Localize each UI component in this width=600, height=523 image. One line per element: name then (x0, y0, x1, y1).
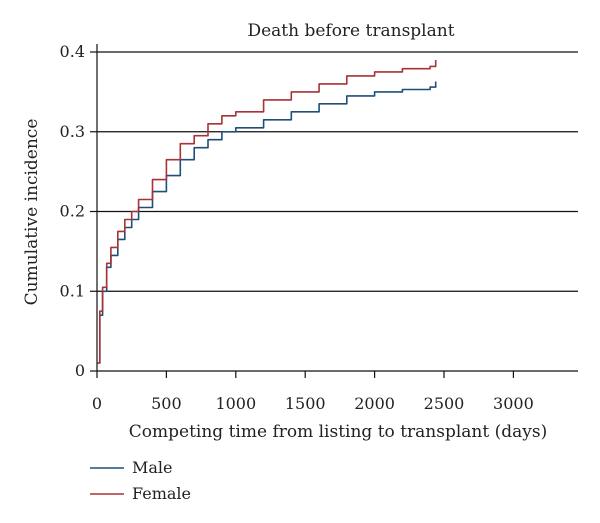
x-tick-label: 0 (92, 394, 102, 413)
x-tick-label: 1000 (215, 394, 256, 413)
legend-label-male: Male (132, 458, 173, 477)
legend: Male Female (90, 458, 191, 503)
y-tick-label: 0.3 (60, 122, 85, 141)
x-tick-label: 1500 (285, 394, 326, 413)
gridlines (97, 51, 578, 292)
x-tick-label: 3000 (493, 394, 534, 413)
series-line-male (97, 81, 437, 364)
x-tick-label: 500 (151, 394, 182, 413)
y-tick-label: 0 (75, 361, 85, 380)
x-axis-title: Competing time from listing to transplan… (129, 422, 547, 442)
series-lines (97, 60, 437, 364)
y-axis-title: Cumulative incidence (22, 119, 42, 306)
chart-title: Death before transplant (247, 21, 454, 41)
legend-label-female: Female (132, 484, 191, 503)
y-tick-label: 0.2 (60, 202, 85, 221)
x-tick-label: 2000 (354, 394, 395, 413)
y-tick-label: 0.4 (60, 42, 85, 61)
axes: 0 0.1 0.2 0.3 0.4 0 500 1000 1500 2000 2500 3000 (60, 42, 578, 413)
x-tick-label: 2500 (424, 394, 465, 413)
series-line-female (97, 60, 437, 364)
y-tick-label: 0.1 (60, 281, 85, 300)
